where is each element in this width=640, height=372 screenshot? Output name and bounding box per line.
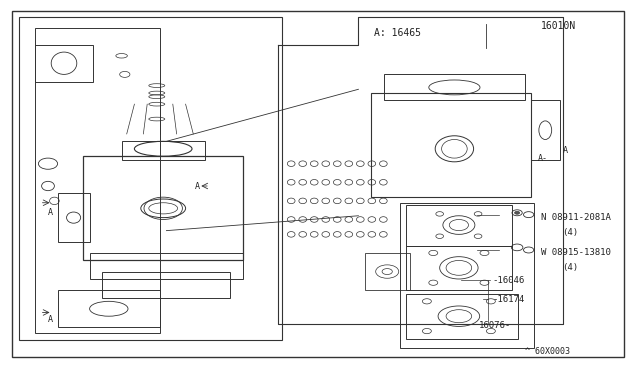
Text: A: A bbox=[195, 182, 200, 190]
Text: A: A bbox=[48, 315, 53, 324]
Text: (4): (4) bbox=[562, 263, 578, 272]
Bar bbox=[531, 100, 560, 160]
Bar bbox=[365, 253, 410, 290]
Bar bbox=[35, 28, 160, 333]
Bar bbox=[90, 253, 243, 279]
Circle shape bbox=[515, 211, 520, 214]
Bar bbox=[58, 193, 90, 242]
Text: ^ 60X0003: ^ 60X0003 bbox=[525, 347, 570, 356]
Bar bbox=[58, 290, 160, 327]
Text: -16046: -16046 bbox=[493, 276, 525, 285]
Text: (4): (4) bbox=[562, 228, 578, 237]
Text: 16010N: 16010N bbox=[541, 21, 576, 31]
Bar bbox=[122, 141, 205, 160]
Bar bbox=[35, 45, 93, 82]
Text: A: 16465: A: 16465 bbox=[374, 29, 421, 38]
Bar bbox=[406, 205, 512, 246]
Bar bbox=[406, 294, 518, 339]
Bar bbox=[406, 246, 512, 290]
Text: A: A bbox=[48, 208, 53, 217]
Bar bbox=[19, 17, 282, 340]
Text: -16174: -16174 bbox=[493, 295, 525, 304]
Bar bbox=[371, 93, 531, 197]
Bar bbox=[102, 272, 230, 298]
Text: A: A bbox=[563, 146, 568, 155]
Text: N 08911-2081A: N 08911-2081A bbox=[541, 213, 611, 222]
Bar bbox=[400, 203, 534, 348]
Bar bbox=[83, 156, 243, 260]
Text: W 08915-13810: W 08915-13810 bbox=[541, 248, 611, 257]
Text: 16076-: 16076- bbox=[479, 321, 511, 330]
Text: A-: A- bbox=[538, 154, 548, 163]
Bar bbox=[384, 74, 525, 100]
